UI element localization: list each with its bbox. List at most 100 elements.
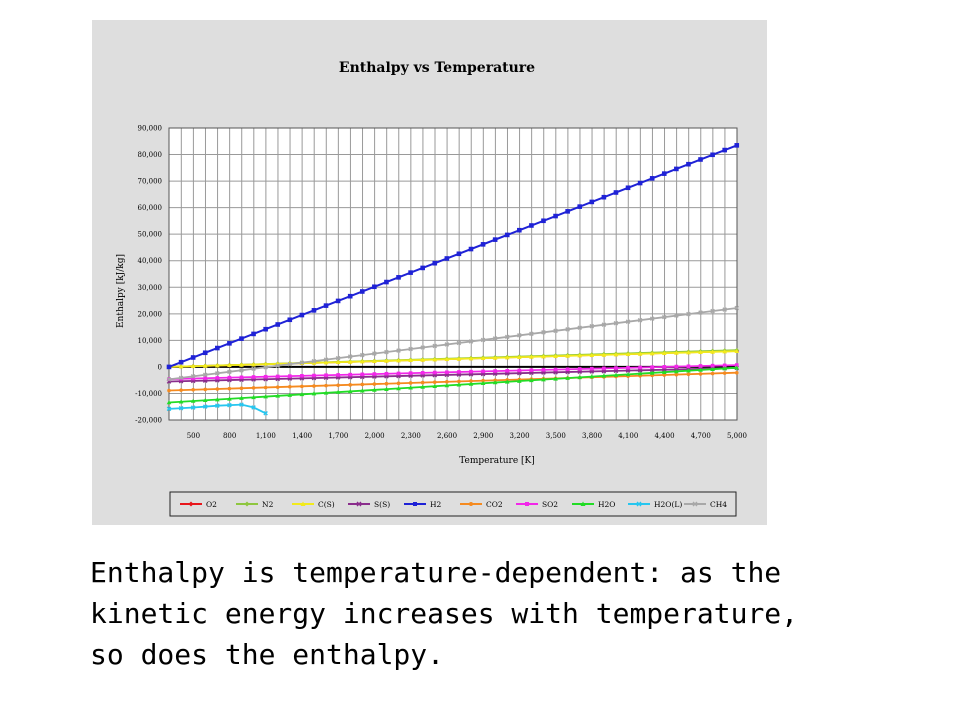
- data-point-c-s: [710, 349, 715, 354]
- data-point-c-s: [372, 358, 377, 364]
- x-tick-label: 2,000: [365, 432, 385, 440]
- data-point-so2: [662, 365, 667, 369]
- data-point-ch4: [251, 366, 256, 372]
- data-point-ch4: [601, 322, 607, 328]
- data-point-ch4: [637, 317, 643, 323]
- data-point-h2o: [287, 392, 293, 397]
- data-point-h2o: [686, 368, 691, 373]
- data-point-h2o: [649, 370, 655, 375]
- data-point-h2o: [541, 377, 546, 382]
- data-point-c-s: [625, 351, 631, 357]
- legend-swatch-marker: [580, 501, 586, 506]
- data-point-h2: [239, 336, 244, 341]
- legend-swatch-marker: [692, 501, 698, 507]
- y-tick-label: 20,000: [138, 310, 163, 318]
- data-point-h2: [420, 265, 425, 271]
- data-point-h2o: [166, 400, 172, 405]
- data-point-so2: [553, 367, 558, 372]
- data-point-h2: [166, 364, 172, 370]
- data-point-c-s: [686, 350, 691, 355]
- data-point-c-s: [504, 355, 510, 360]
- data-point-co2: [457, 379, 461, 384]
- data-point-h2o: [553, 376, 558, 381]
- x-tick-label: 1,700: [328, 432, 348, 440]
- data-point-h2: [215, 345, 220, 351]
- data-point-so2: [710, 363, 715, 368]
- data-point-co2: [348, 383, 352, 387]
- data-point-h2: [734, 143, 740, 148]
- data-point-ch4: [613, 320, 619, 326]
- data-point-h2: [311, 308, 317, 313]
- data-point-so2: [324, 373, 328, 378]
- legend-item-n2: N2: [236, 500, 274, 509]
- data-point-so2: [215, 376, 220, 380]
- data-point-c-s: [384, 358, 389, 363]
- data-point-so2: [348, 372, 352, 377]
- legend-label: S(S): [374, 500, 390, 509]
- data-point-so2: [251, 375, 256, 379]
- data-point-h2: [456, 251, 462, 257]
- y-tick-labels: 90,000 80,000 70,000 60,000 50,000 40,000 30,0…: [135, 125, 162, 425]
- series-h2o: [166, 365, 740, 405]
- data-point-h2o-l: [263, 410, 268, 416]
- legend-label: H2O(L): [654, 500, 682, 509]
- data-point-c-s: [577, 353, 583, 358]
- x-tick-label: 3,500: [546, 432, 566, 440]
- data-point-so2: [481, 369, 485, 374]
- data-point-h2: [686, 161, 691, 167]
- data-point-h2o: [251, 395, 256, 400]
- legend-swatch-marker: [356, 501, 362, 507]
- data-point-ch4: [480, 337, 486, 343]
- data-point-ch4: [565, 326, 570, 332]
- data-point-ch4: [529, 331, 534, 337]
- data-point-h2o: [384, 386, 389, 391]
- data-point-h2o: [517, 378, 522, 383]
- data-point-ch4: [275, 363, 281, 369]
- legend: O2 N2 C(S) S(S) H2 CO2 SO2 H2O H2O(L) CH4: [169, 491, 737, 517]
- data-point-h2: [444, 256, 450, 261]
- data-point-co2: [239, 386, 244, 391]
- data-point-h2o: [674, 369, 679, 374]
- data-point-c-s: [408, 357, 413, 363]
- data-point-h2o: [734, 365, 740, 370]
- data-point-h2o: [444, 383, 450, 388]
- data-point-ch4: [384, 349, 389, 355]
- data-point-h2o: [492, 380, 498, 385]
- data-point-co2: [191, 387, 195, 392]
- data-point-h2o: [432, 383, 438, 389]
- legend-label: CO2: [486, 500, 503, 509]
- data-point-h2: [565, 209, 570, 214]
- data-point-ch4: [190, 374, 196, 379]
- y-tick-label: 90,000: [138, 125, 163, 133]
- caption-line-1: Enthalpy is temperature-dependent: as th…: [90, 556, 782, 589]
- data-point-c-s: [420, 357, 425, 362]
- data-point-h2o: [504, 379, 510, 384]
- data-point-h2o: [613, 372, 619, 377]
- data-point-ch4: [625, 319, 631, 324]
- legend-item-co2: CO2: [460, 500, 503, 509]
- data-point-c-s: [637, 351, 643, 356]
- series-line-ch4: [168, 307, 738, 381]
- y-axis-label: Enthalpy [kJ/kg]: [116, 254, 126, 328]
- data-point-h2o: [480, 380, 486, 386]
- data-point-co2: [251, 386, 256, 390]
- data-point-co2: [662, 373, 667, 377]
- series-line-so2: [168, 364, 738, 380]
- data-point-so2: [517, 368, 522, 373]
- series-so2: [167, 363, 739, 381]
- data-point-h2o: [275, 393, 281, 398]
- data-point-c-s: [541, 354, 546, 359]
- data-point-so2: [638, 365, 642, 370]
- data-point-c-s: [613, 352, 619, 357]
- series-line-s-s: [168, 367, 738, 383]
- data-point-h2: [263, 326, 268, 332]
- data-point-so2: [372, 372, 377, 376]
- data-point-ch4: [674, 313, 679, 318]
- data-point-h2: [202, 350, 208, 356]
- data-point-c-s: [456, 356, 462, 361]
- data-point-so2: [722, 363, 727, 368]
- data-point-ch4: [396, 348, 401, 353]
- data-point-c-s: [468, 356, 474, 361]
- data-point-c-s: [517, 354, 522, 360]
- data-point-ch4: [504, 334, 510, 340]
